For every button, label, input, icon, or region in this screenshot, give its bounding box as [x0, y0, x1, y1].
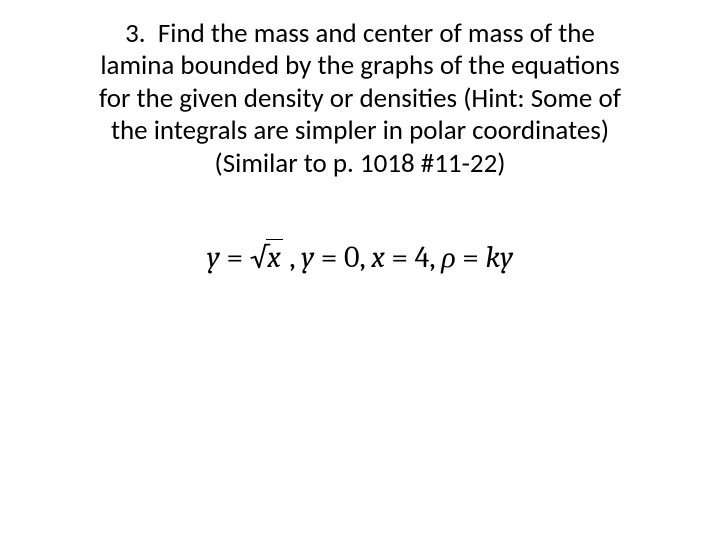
- eq-ky: ky: [485, 240, 513, 275]
- eq-sqrt: √x: [250, 240, 283, 275]
- eq-four: 4: [415, 240, 430, 275]
- eq-equals-3: =: [385, 240, 415, 275]
- eq-equals-4: =: [456, 240, 486, 275]
- problem-number: 3.: [125, 17, 146, 50]
- eq-rho: ρ: [441, 240, 455, 275]
- sqrt-arg: x: [266, 239, 282, 275]
- problem-line-1: Find the mass and center of mass of the: [158, 17, 595, 50]
- eq-y2: y: [301, 240, 314, 275]
- equation: y = √x , y = 0, x = 4, ρ = ky: [0, 240, 720, 275]
- eq-sep-2: ,: [360, 240, 372, 275]
- eq-equals-1: =: [220, 240, 250, 275]
- problem-line-5: (Similar to p. 1018 #11-22): [215, 147, 506, 180]
- problem-statement: 3. Find the mass and center of mass of t…: [0, 18, 720, 180]
- eq-zero: 0: [344, 240, 360, 275]
- eq-sep-3: ,: [429, 240, 441, 275]
- eq-x: x: [371, 240, 384, 275]
- eq-equals-2: =: [314, 240, 344, 275]
- problem-line-2: lamina bounded by the graphs of the equa…: [100, 49, 619, 82]
- eq-sep-1: ,: [283, 240, 301, 275]
- problem-line-4: the integrals are simpler in polar coord…: [111, 114, 609, 147]
- problem-line-3: for the given density or densities (Hint…: [99, 82, 621, 115]
- eq-y1: y: [207, 240, 220, 275]
